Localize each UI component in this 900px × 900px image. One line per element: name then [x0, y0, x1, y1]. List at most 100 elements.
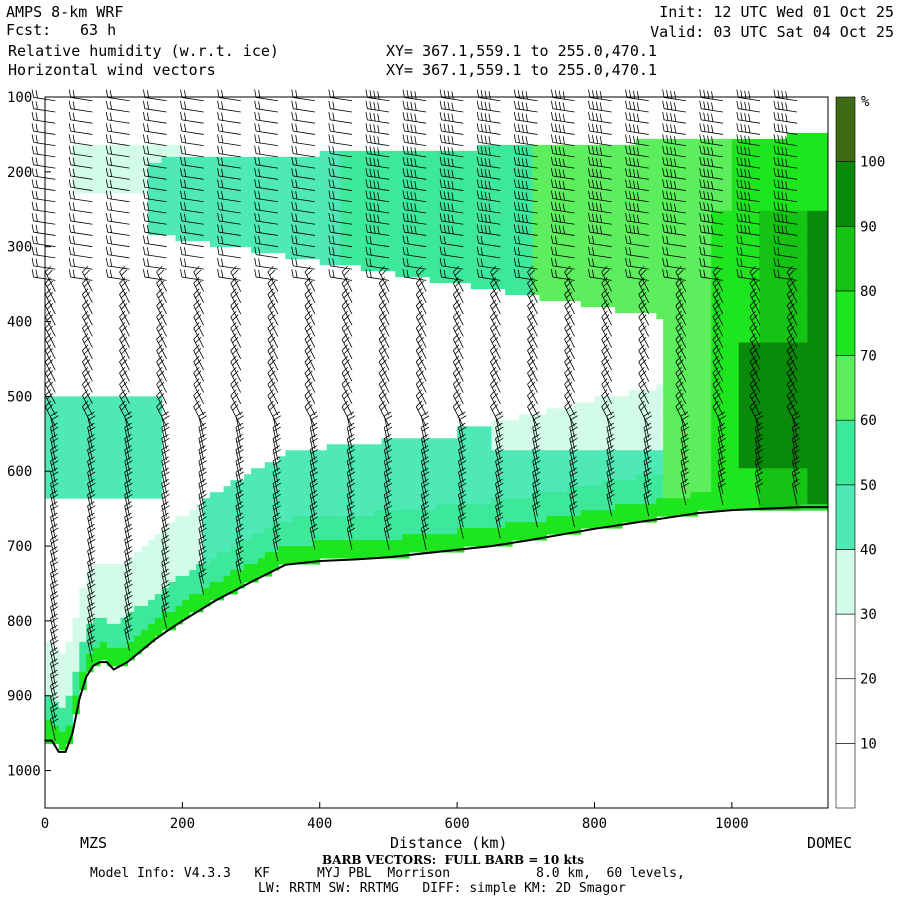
rh-cell: [580, 264, 589, 272]
rh-cell: [518, 276, 527, 284]
rh-cell: [484, 492, 492, 499]
rh-cell: [615, 300, 623, 308]
rh-cell: [773, 498, 781, 505]
rh-cell: [752, 492, 760, 499]
rh-cell: [264, 492, 273, 499]
rh-cell: [127, 456, 135, 463]
rh-cell: [86, 659, 94, 667]
rh-cell: [271, 162, 280, 170]
rh-cell: [539, 222, 547, 230]
rh-cell: [779, 288, 788, 296]
rh-cell: [470, 264, 479, 272]
rh-cell: [518, 210, 527, 218]
rh-cell: [326, 198, 334, 206]
rh-cell: [257, 180, 266, 188]
rh-cell: [202, 510, 211, 517]
rh-cell: [594, 258, 602, 266]
rh-cell: [752, 180, 760, 188]
rh-cell: [278, 540, 286, 547]
rh-cell: [800, 390, 808, 397]
rh-cell: [148, 468, 156, 475]
rh-cell: [704, 198, 712, 206]
rh-cell: [738, 480, 747, 487]
rh-cell: [608, 516, 616, 523]
rh-cell: [580, 294, 589, 302]
rh-cell: [477, 516, 486, 523]
rh-cell: [608, 198, 616, 206]
rh-cell: [546, 486, 554, 493]
rh-cell: [608, 192, 616, 200]
rh-cell: [292, 186, 300, 194]
rh-cell: [154, 192, 163, 200]
rh-cell: [402, 228, 410, 236]
rh-cell: [306, 486, 314, 493]
rh-cell: [745, 306, 753, 314]
rh-cell: [299, 504, 307, 511]
rh-cell: [86, 426, 94, 433]
rh-cell: [58, 731, 67, 739]
rh-cell: [711, 282, 719, 290]
rh-cell: [690, 342, 698, 349]
rh-cell: [663, 348, 671, 355]
rh-cell: [154, 228, 163, 236]
rh-cell: [292, 558, 300, 565]
rh-cell: [319, 486, 328, 493]
rh-cell: [786, 204, 795, 212]
rh-cell: [367, 498, 376, 505]
rh-cell: [525, 198, 534, 206]
rh-cell: [168, 617, 176, 625]
rh-cell: [450, 204, 458, 212]
rh-cell: [656, 408, 664, 415]
rh-cell: [312, 546, 321, 553]
rh-cell: [127, 174, 135, 182]
rh-cell: [202, 204, 211, 212]
rh-cell: [326, 474, 334, 481]
rh-cell: [779, 222, 788, 230]
rh-cell: [319, 174, 328, 182]
rh-cell: [546, 492, 554, 499]
rh-cell: [532, 174, 541, 182]
rh-cell: [745, 372, 753, 379]
rh-cell: [779, 180, 788, 188]
rh-cell: [113, 629, 122, 637]
rh-cell: [79, 492, 87, 499]
rh-cell: [196, 204, 204, 212]
rh-cell: [134, 444, 142, 451]
rh-cell: [127, 641, 135, 649]
rh-cell: [800, 354, 808, 361]
rh-cell: [498, 234, 506, 242]
rh-cell: [168, 186, 176, 194]
rh-cell: [793, 408, 802, 415]
rh-cell: [120, 605, 128, 613]
rh-cell: [244, 528, 252, 535]
rh-cell: [683, 438, 692, 445]
rh-cell: [697, 168, 705, 176]
rh-cell: [752, 480, 760, 487]
rh-cell: [333, 534, 341, 541]
rh-cell: [175, 216, 183, 224]
rh-cell: [745, 276, 753, 284]
rh-cell: [257, 168, 266, 176]
rh-cell: [711, 180, 719, 188]
rh-cell: [257, 480, 266, 487]
rh-cell: [779, 414, 788, 421]
rh-cell: [779, 372, 788, 379]
rh-cell: [656, 216, 664, 224]
rh-cell: [539, 528, 547, 535]
rh-cell: [532, 156, 541, 164]
rh-cell: [793, 348, 802, 355]
rh-cell: [779, 204, 788, 212]
rh-cell: [608, 408, 616, 415]
rh-cell: [642, 498, 650, 505]
rh-cell: [216, 162, 225, 170]
rh-cell: [148, 180, 156, 188]
rh-cell: [807, 132, 815, 140]
rh-cell: [766, 426, 774, 433]
rh-cell: [731, 420, 740, 427]
rh-cell: [525, 192, 534, 200]
rh-cell: [340, 198, 348, 206]
rh-cell: [443, 234, 451, 242]
rh-cell: [79, 623, 87, 631]
rh-cell: [670, 180, 678, 188]
rh-cell: [539, 240, 547, 248]
